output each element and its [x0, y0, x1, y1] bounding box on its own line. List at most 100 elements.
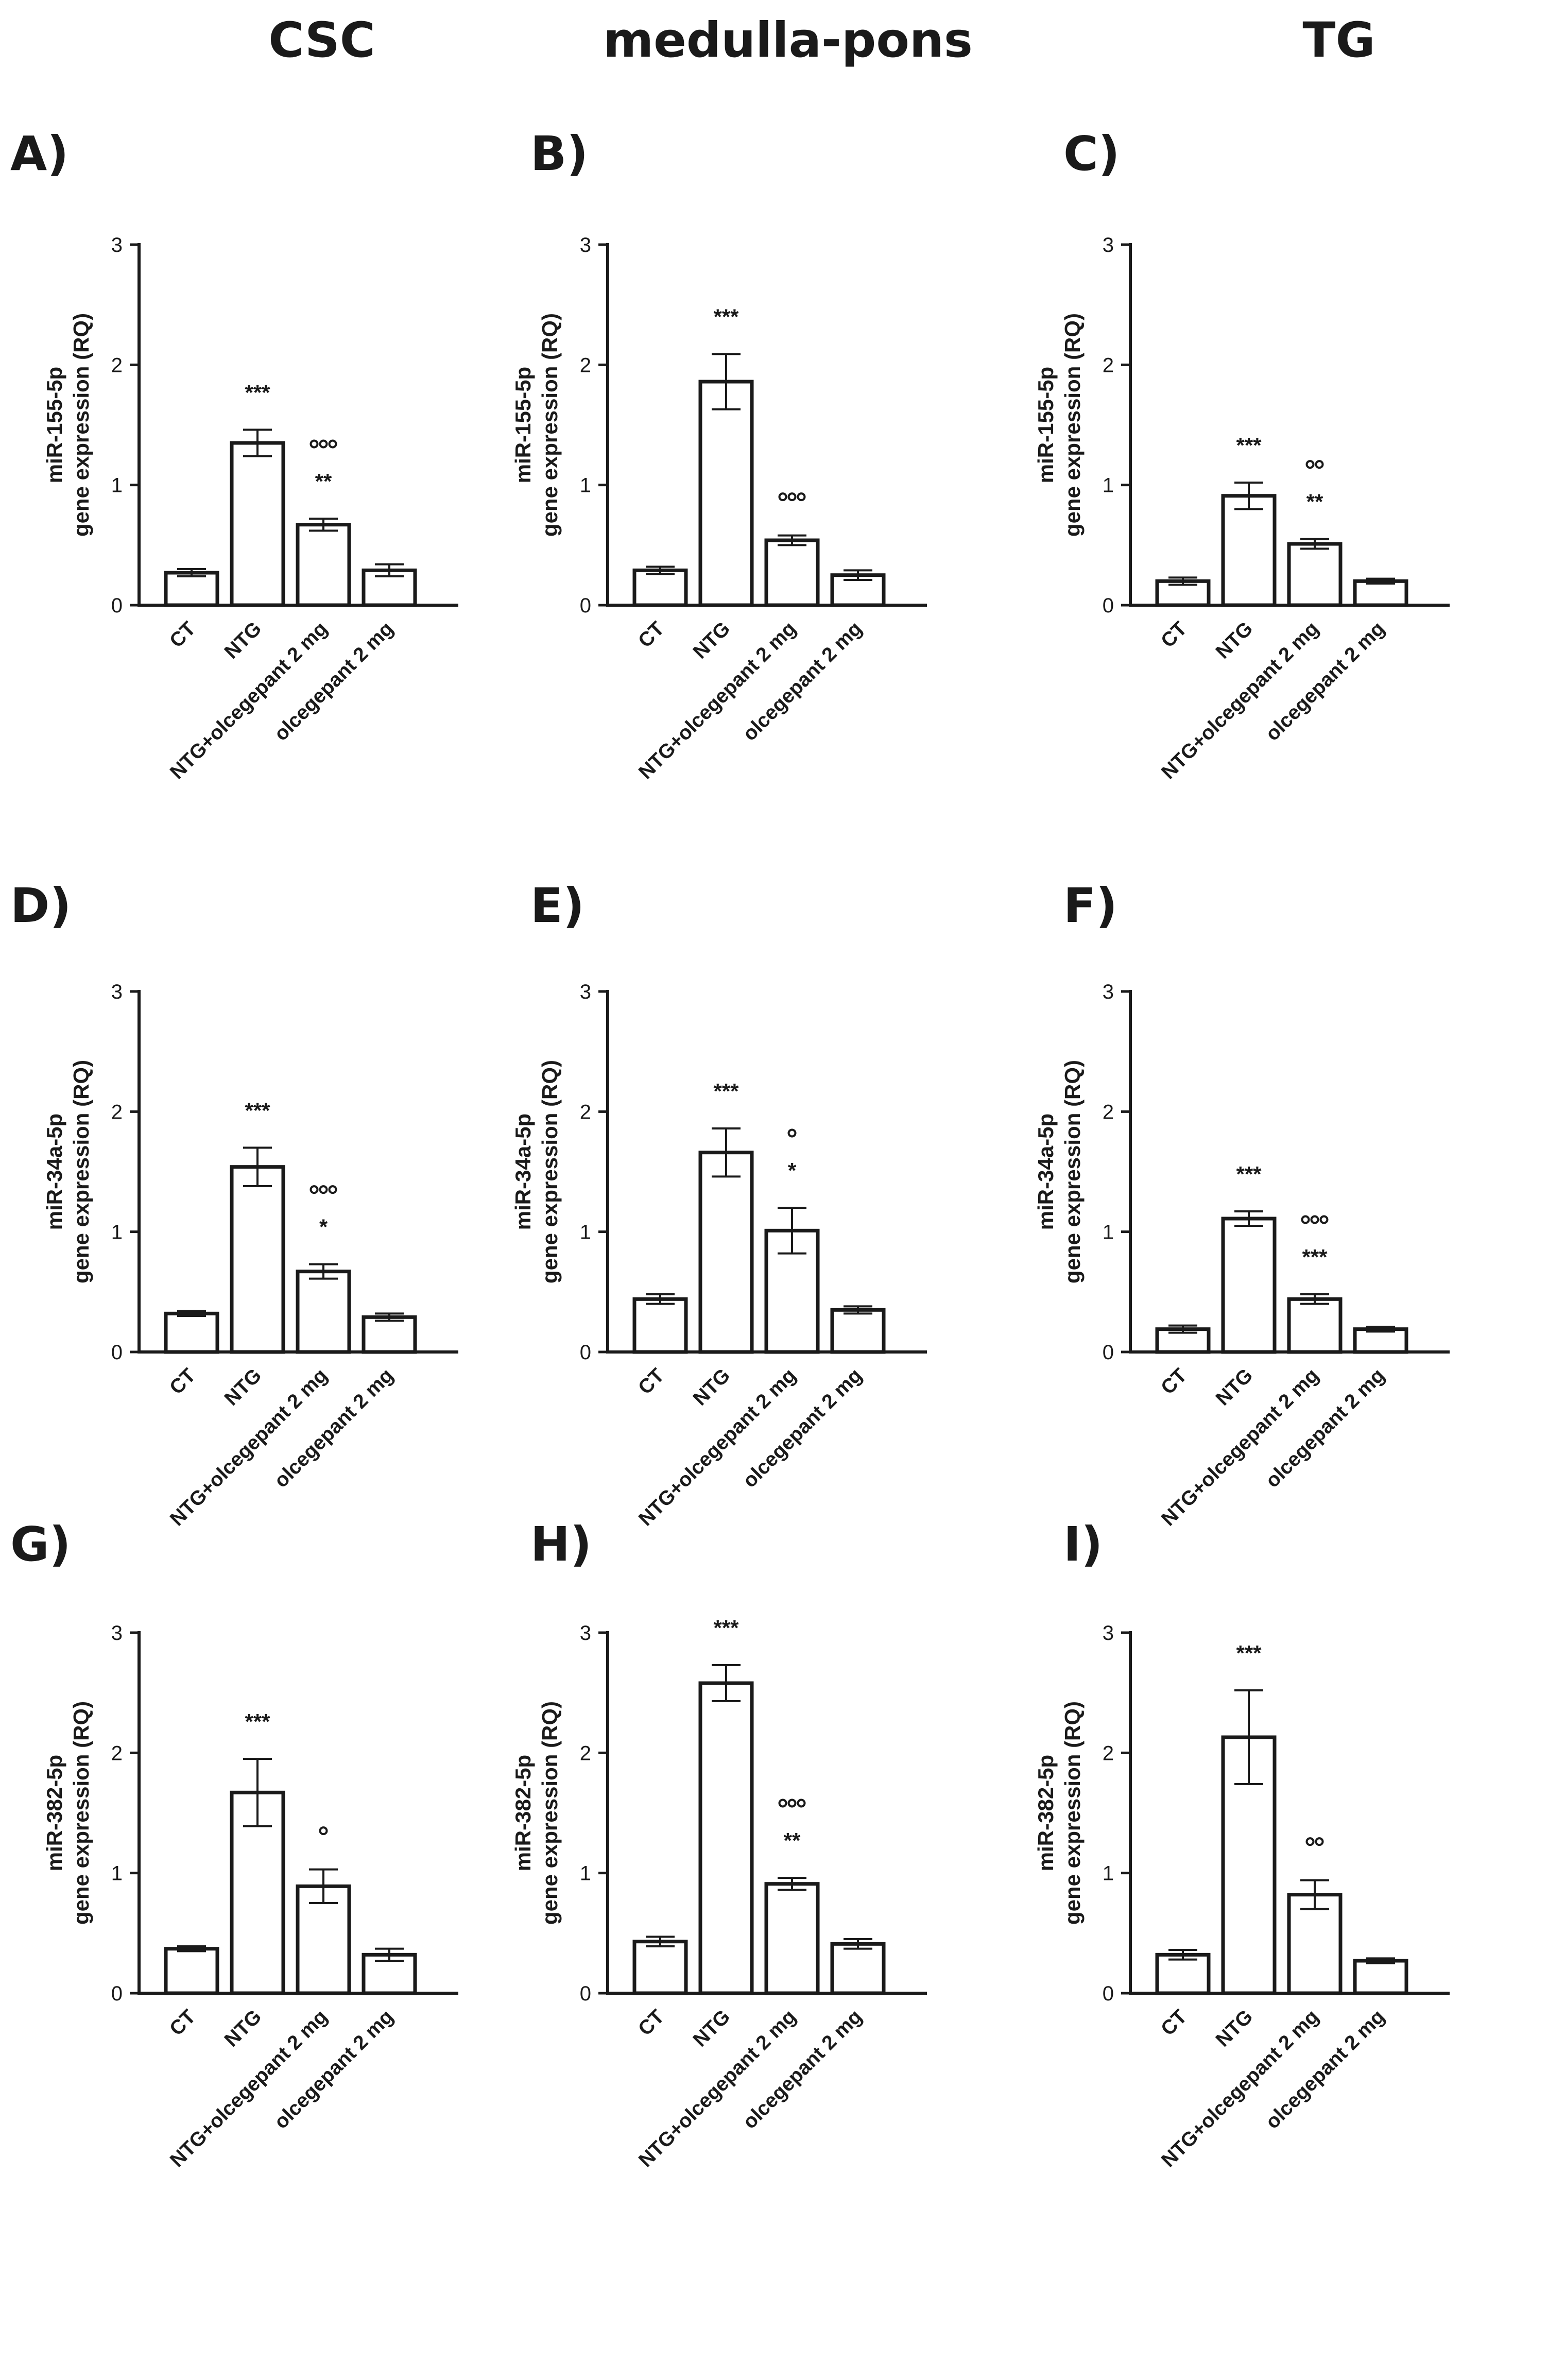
bar-1	[230, 441, 285, 607]
column-header-0: CSC	[268, 12, 375, 69]
y-axis-label-line-1: gene expression (RQ)	[1060, 1060, 1085, 1283]
significance-circle	[309, 1185, 319, 1194]
significance-circle	[1319, 1215, 1329, 1224]
significance-circle	[319, 439, 328, 449]
bar-3	[1353, 1959, 1408, 1995]
bar-1	[1221, 1217, 1277, 1354]
y-axis-label-line-1: gene expression (RQ)	[538, 1060, 562, 1283]
y-tick-label: 2	[1103, 354, 1114, 376]
bar-2	[296, 1884, 351, 1995]
y-axis-label-line-1: gene expression (RQ)	[1060, 1701, 1085, 1925]
y-tick-label: 3	[580, 1622, 591, 1645]
bar-1	[698, 1681, 754, 1995]
bar-2	[1287, 1297, 1343, 1354]
y-tick-label: 0	[580, 1982, 591, 2005]
significance-circle	[319, 1826, 328, 1836]
panel-letter: D)	[10, 878, 71, 933]
bar-2	[296, 523, 351, 607]
significance-stars: ***	[713, 1616, 739, 1640]
y-axis-label-line-0: miR-155-5p	[1034, 367, 1058, 483]
bar-0	[164, 571, 219, 607]
y-tick-label: 1	[580, 1221, 591, 1244]
significance-circle	[328, 439, 337, 449]
y-tick-label: 3	[111, 981, 123, 1003]
y-tick-label: 1	[580, 1862, 591, 1885]
significance-stars: *	[319, 1215, 328, 1239]
panel-letter: E)	[530, 878, 584, 933]
bar-1	[1221, 494, 1277, 607]
y-tick-label: 3	[1103, 981, 1114, 1003]
bar-3	[1353, 579, 1408, 607]
significance-stars: ***	[245, 380, 270, 404]
bar-2	[764, 1882, 820, 1995]
y-axis-label-line-1: gene expression (RQ)	[69, 1701, 93, 1925]
y-axis-label-line-0: miR-382-5p	[42, 1755, 66, 1871]
significance-circle	[309, 439, 319, 449]
y-tick-label: 3	[580, 981, 591, 1003]
y-tick-label: 2	[1103, 1742, 1114, 1765]
bar-2	[1287, 542, 1343, 607]
y-tick-label: 1	[1103, 474, 1114, 497]
y-tick-label: 1	[111, 1221, 123, 1244]
panel-letter: C)	[1063, 126, 1120, 181]
bar-3	[1353, 1327, 1408, 1354]
y-tick-label: 3	[111, 1622, 123, 1645]
y-tick-label: 2	[580, 1101, 591, 1123]
bar-0	[632, 1940, 688, 1995]
y-tick-label: 2	[111, 1742, 123, 1765]
significance-stars: ***	[713, 304, 739, 329]
y-tick-label: 0	[580, 594, 591, 617]
significance-stars: ***	[1236, 1641, 1262, 1665]
y-axis-label-line-0: miR-155-5p	[42, 367, 66, 483]
panel-letter: G)	[10, 1517, 71, 1572]
y-axis-label-line-1: gene expression (RQ)	[538, 1701, 562, 1925]
bar-3	[830, 1308, 886, 1354]
significance-circle	[787, 1799, 797, 1808]
significance-stars: ***	[1236, 1162, 1262, 1186]
significance-circle	[797, 492, 806, 502]
y-tick-label: 2	[580, 1742, 591, 1765]
significance-stars: ***	[245, 1709, 270, 1734]
significance-circle	[1305, 1837, 1315, 1846]
significance-stars: ***	[245, 1098, 270, 1122]
significance-stars: **	[784, 1828, 801, 1853]
y-tick-label: 3	[1103, 1622, 1114, 1645]
y-tick-label: 2	[580, 354, 591, 376]
y-axis-label-line-0: miR-382-5p	[511, 1755, 535, 1871]
y-axis-label-line-0: miR-34a-5p	[1034, 1114, 1058, 1230]
significance-stars: ***	[1302, 1245, 1328, 1269]
y-tick-label: 2	[1103, 1101, 1114, 1123]
bar-0	[164, 1311, 219, 1354]
y-tick-label: 1	[111, 1862, 123, 1885]
bar-1	[698, 1151, 754, 1354]
significance-circle	[1315, 1837, 1324, 1846]
panel-letter: H)	[530, 1517, 592, 1572]
y-axis-label-line-0: miR-382-5p	[1034, 1755, 1058, 1871]
y-axis-label-line-0: miR-34a-5p	[42, 1114, 66, 1230]
significance-circle	[1305, 460, 1315, 469]
y-tick-label: 0	[580, 1341, 591, 1364]
y-axis-label-line-0: miR-155-5p	[511, 367, 535, 483]
bar-3	[830, 1942, 886, 1995]
y-tick-label: 0	[1103, 594, 1114, 617]
y-tick-label: 1	[1103, 1862, 1114, 1885]
y-axis-label-line-1: gene expression (RQ)	[69, 313, 93, 537]
significance-stars: **	[1306, 490, 1323, 514]
significance-circle	[787, 492, 797, 502]
y-axis-label-line-0: miR-34a-5p	[511, 1114, 535, 1230]
bar-0	[164, 1947, 219, 1995]
bar-2	[296, 1270, 351, 1354]
column-header-2: TG	[1302, 12, 1375, 69]
bar-2	[764, 538, 820, 607]
y-tick-label: 3	[580, 234, 591, 256]
y-tick-label: 0	[1103, 1982, 1114, 2005]
panel-letter: F)	[1063, 878, 1117, 933]
bar-1	[698, 380, 754, 607]
y-tick-label: 2	[111, 1101, 123, 1123]
panel-letter: B)	[530, 126, 588, 181]
bar-0	[632, 1297, 688, 1354]
significance-stars: **	[315, 469, 332, 493]
significance-circle	[778, 492, 787, 502]
bar-0	[632, 568, 688, 607]
